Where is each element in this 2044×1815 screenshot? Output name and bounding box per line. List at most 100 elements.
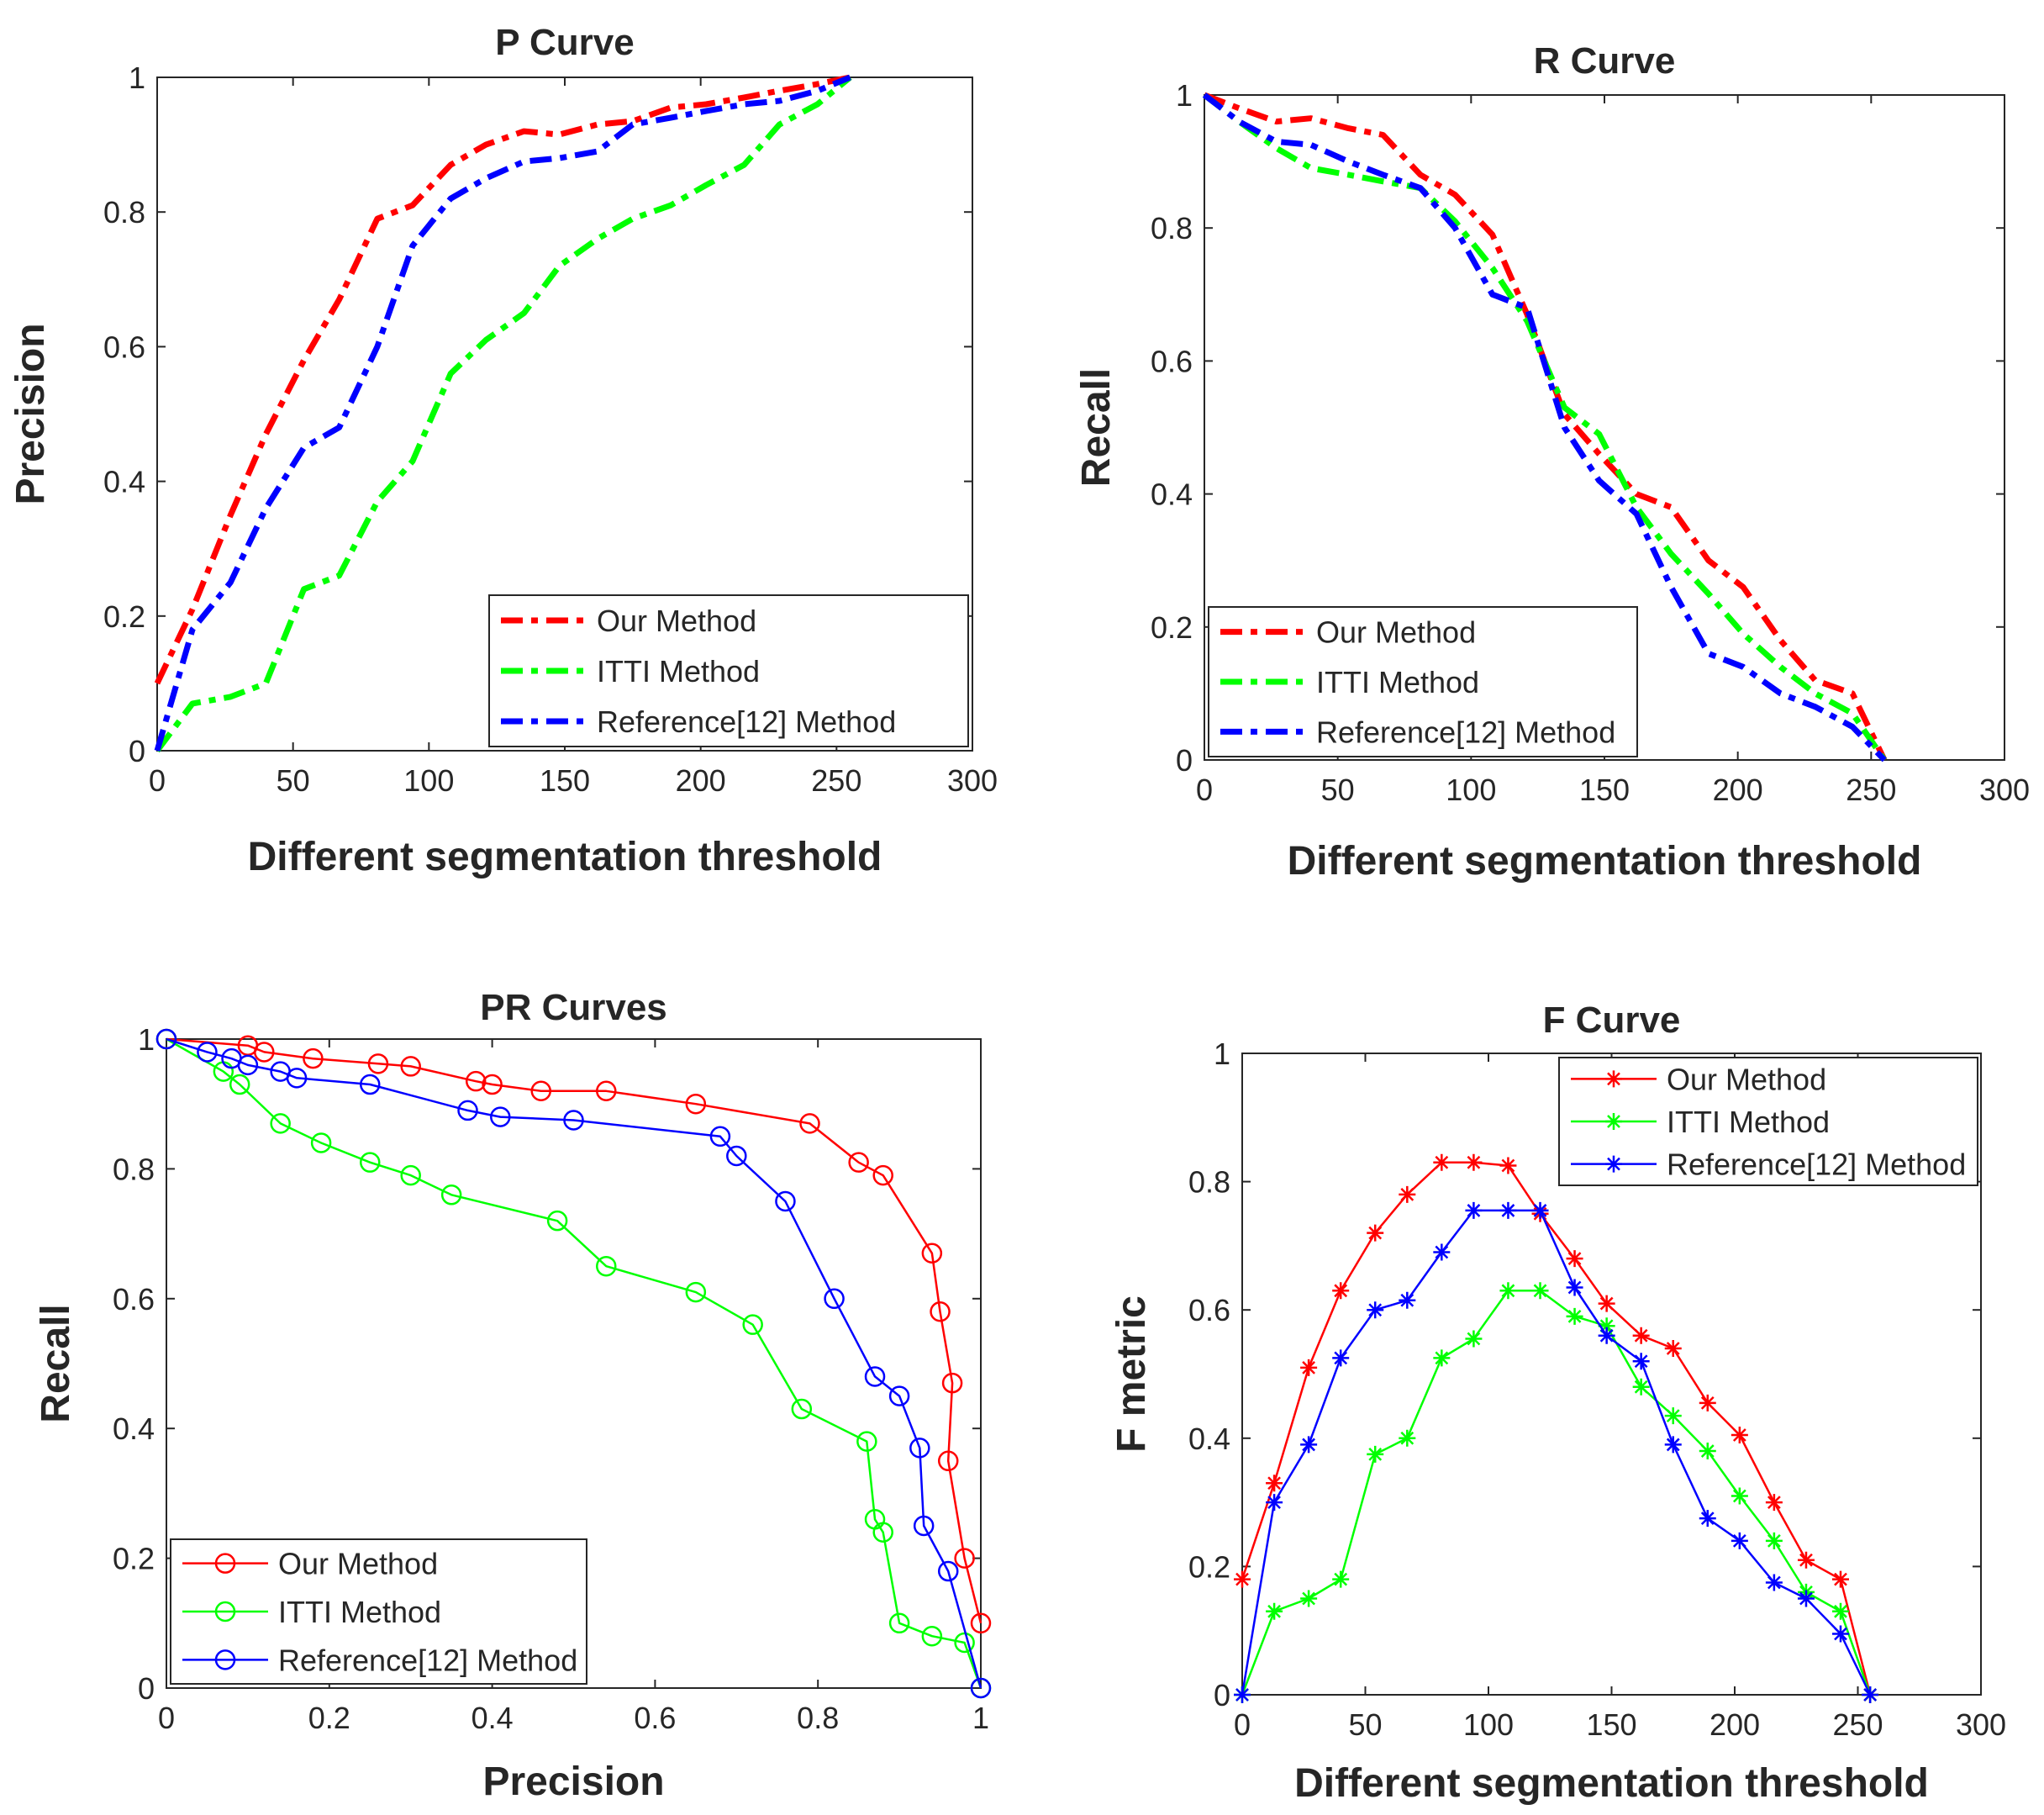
data-point bbox=[888, 1612, 910, 1634]
data-point bbox=[1862, 1686, 1879, 1703]
series-reference-12-method bbox=[155, 1028, 992, 1699]
p-curve: 0 50 100 150 200 250 300 0 0.2 0.4 0.6 0.8 1 P Curve D… bbox=[8, 22, 998, 879]
data-point bbox=[913, 1515, 935, 1537]
data-point bbox=[872, 1522, 893, 1543]
data-point bbox=[888, 1385, 910, 1406]
x-tick-label: 200 bbox=[676, 763, 726, 798]
x-tick-label: 150 bbox=[540, 763, 590, 798]
data-point bbox=[1632, 1353, 1650, 1370]
data-point bbox=[254, 1042, 275, 1063]
data-point bbox=[310, 1132, 332, 1153]
y-tick-label: 0.6 bbox=[103, 330, 145, 364]
data-point bbox=[1531, 1282, 1549, 1300]
x-tick-label: 100 bbox=[1446, 773, 1496, 807]
legend-label: Our Method bbox=[278, 1547, 438, 1581]
y-tick-label: 1 bbox=[1214, 1037, 1230, 1071]
data-point bbox=[596, 1080, 617, 1102]
legend-label: Reference[12] Method bbox=[1316, 715, 1615, 749]
y-tick-label: 0.8 bbox=[1188, 1165, 1230, 1200]
data-point bbox=[954, 1548, 975, 1569]
data-point bbox=[1598, 1295, 1615, 1312]
legend-marker bbox=[1605, 1070, 1622, 1088]
series-line bbox=[1241, 1209, 1872, 1696]
data-point bbox=[1598, 1327, 1615, 1344]
y-tick-label: 0 bbox=[1176, 743, 1193, 778]
x-tick-label: 0.6 bbox=[634, 1701, 676, 1735]
data-point bbox=[1664, 1436, 1682, 1454]
data-point bbox=[1300, 1436, 1318, 1454]
f-curve: 0 50 100 150 200 250 300 0 0.2 0.4 0.6 0.8 1 F Curve D… bbox=[1109, 1000, 2006, 1806]
legend: Our Method ITTI Method Reference[12] Metho… bbox=[170, 1538, 587, 1685]
legend-marker bbox=[214, 1553, 236, 1574]
x-tick-label: 1 bbox=[972, 1701, 989, 1735]
chart-title: PR Curves bbox=[480, 987, 667, 1028]
data-point bbox=[1831, 1602, 1849, 1620]
y-axis-label: Recall bbox=[1074, 368, 1119, 487]
data-point bbox=[856, 1431, 877, 1452]
data-point bbox=[1266, 1602, 1283, 1620]
data-point bbox=[930, 1301, 951, 1322]
pr-curves: 0 0.2 0.4 0.6 0.8 1 0 0.2 0.4 0.6 0.8 1 PR Curves Pre… bbox=[34, 987, 992, 1804]
data-point bbox=[970, 1677, 992, 1699]
data-point bbox=[1399, 1291, 1416, 1309]
data-point bbox=[1367, 1224, 1384, 1242]
series-reference-12-method bbox=[1234, 1201, 1879, 1703]
data-point bbox=[367, 1053, 389, 1074]
data-point bbox=[1332, 1282, 1350, 1300]
data-point bbox=[1699, 1394, 1716, 1411]
x-axis-label: Different segmentation threshold bbox=[248, 835, 882, 879]
data-point bbox=[1300, 1359, 1318, 1376]
x-tick-label: 150 bbox=[1579, 773, 1630, 807]
data-point bbox=[1465, 1201, 1483, 1219]
series-line bbox=[154, 74, 851, 685]
data-point bbox=[1465, 1153, 1483, 1171]
chart-title: P Curve bbox=[495, 22, 635, 63]
legend: Our Method ITTI Method Reference[12] Metho… bbox=[1208, 606, 1638, 757]
data-point bbox=[1731, 1487, 1748, 1505]
data-point bbox=[709, 1126, 731, 1148]
legend-marker bbox=[1605, 1155, 1622, 1173]
data-point bbox=[1332, 1570, 1350, 1588]
data-point bbox=[1433, 1243, 1451, 1261]
data-point bbox=[360, 1074, 381, 1095]
data-point bbox=[1433, 1153, 1451, 1171]
y-tick-label: 0.8 bbox=[113, 1152, 155, 1186]
data-point bbox=[941, 1372, 963, 1394]
y-tick-label: 0 bbox=[138, 1671, 155, 1706]
data-point bbox=[1566, 1250, 1583, 1268]
y-tick-label: 0.4 bbox=[1188, 1422, 1230, 1456]
legend-label: ITTI Method bbox=[1667, 1105, 1830, 1139]
x-tick-label: 50 bbox=[1321, 773, 1355, 807]
x-tick-label: 0 bbox=[1234, 1707, 1251, 1742]
series-line bbox=[155, 75, 852, 753]
x-tick-label: 50 bbox=[277, 763, 310, 798]
y-tick-label: 0.6 bbox=[1151, 344, 1193, 378]
data-point bbox=[1499, 1157, 1517, 1174]
data-point bbox=[457, 1100, 478, 1121]
data-point bbox=[1664, 1339, 1682, 1357]
legend-label: Our Method bbox=[597, 604, 756, 638]
data-point bbox=[229, 1074, 250, 1095]
legend-label: Our Method bbox=[1667, 1062, 1826, 1096]
data-point bbox=[1765, 1532, 1783, 1549]
data-point bbox=[937, 1560, 959, 1582]
data-point bbox=[563, 1110, 584, 1131]
y-tick-label: 0.2 bbox=[1188, 1549, 1230, 1584]
data-point bbox=[1598, 1317, 1615, 1335]
y-tick-label: 0.8 bbox=[1151, 211, 1193, 245]
data-point bbox=[1234, 1686, 1251, 1703]
data-point bbox=[596, 1255, 617, 1277]
chart-title: R Curve bbox=[1534, 40, 1676, 82]
data-point bbox=[1266, 1475, 1283, 1492]
data-point bbox=[726, 1145, 747, 1167]
data-point bbox=[482, 1074, 503, 1095]
legend-label: Reference[12] Method bbox=[278, 1643, 577, 1677]
x-axis-label: Different segmentation threshold bbox=[1288, 839, 1922, 884]
legend: Our Method ITTI Method Reference[12] Metho… bbox=[1558, 1057, 1978, 1186]
data-point bbox=[1367, 1301, 1384, 1319]
legend-label: ITTI Method bbox=[1316, 665, 1479, 699]
x-tick-label: 200 bbox=[1709, 1707, 1760, 1742]
data-point bbox=[1433, 1349, 1451, 1367]
x-tick-label: 0 bbox=[149, 763, 166, 798]
y-tick-label: 0.8 bbox=[103, 195, 145, 230]
